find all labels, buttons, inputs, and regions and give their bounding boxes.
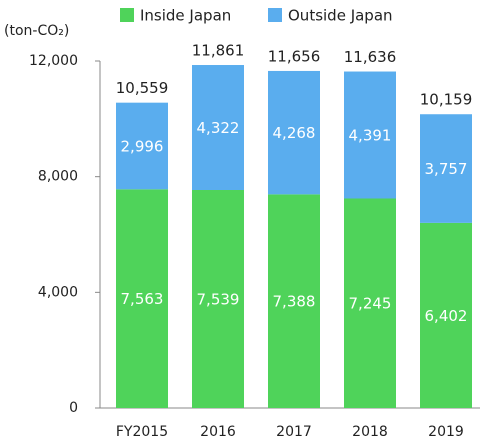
bar-segment: [116, 102, 168, 190]
x-tick-label: 2019: [428, 424, 464, 440]
y-tick-label: 4,000: [38, 284, 78, 300]
bar-value-label: 4,322: [197, 119, 240, 137]
x-tick-label: 2017: [276, 424, 312, 440]
y-tick-label: 0: [69, 400, 78, 416]
bar-value-label: 7,245: [349, 295, 392, 313]
bar-value-label: 4,391: [349, 127, 392, 145]
bar-value-label: 7,388: [273, 293, 316, 311]
legend-label: Outside Japan: [288, 7, 393, 25]
x-tick-label: 2018: [352, 424, 388, 440]
bar-segment: [344, 198, 396, 408]
y-tick-label: 12,000: [29, 53, 78, 69]
y-tick-label: 8,000: [38, 169, 78, 185]
bar-value-label: 4,268: [273, 124, 316, 142]
total-label: 10,159: [420, 91, 473, 109]
bar-value-label: 3,757: [425, 160, 468, 178]
y-axis-title: (ton-CO₂): [4, 23, 69, 39]
legend-label: Inside Japan: [140, 7, 231, 25]
bar-value-label: 2,996: [121, 137, 164, 155]
bar-segment: [420, 222, 472, 408]
bar-value-label: 7,563: [121, 290, 164, 308]
legend-swatch: [268, 8, 282, 22]
bar-segment: [116, 189, 168, 408]
bar-segment: [192, 189, 244, 408]
total-label: 11,861: [192, 42, 245, 60]
legend-swatch: [120, 8, 134, 22]
total-label: 10,559: [116, 79, 169, 97]
bar-segment: [344, 71, 396, 199]
bar-segment: [192, 65, 244, 190]
bar-segment: [268, 194, 320, 408]
total-label: 11,636: [344, 48, 397, 66]
x-tick-label: FY2015: [116, 424, 168, 440]
bar-segment: [420, 114, 472, 223]
bar-value-label: 7,539: [197, 290, 240, 308]
bar-segment: [268, 70, 320, 195]
bar-value-label: 6,402: [425, 307, 468, 325]
total-label: 11,656: [268, 47, 321, 65]
x-tick-label: 2016: [200, 424, 236, 440]
